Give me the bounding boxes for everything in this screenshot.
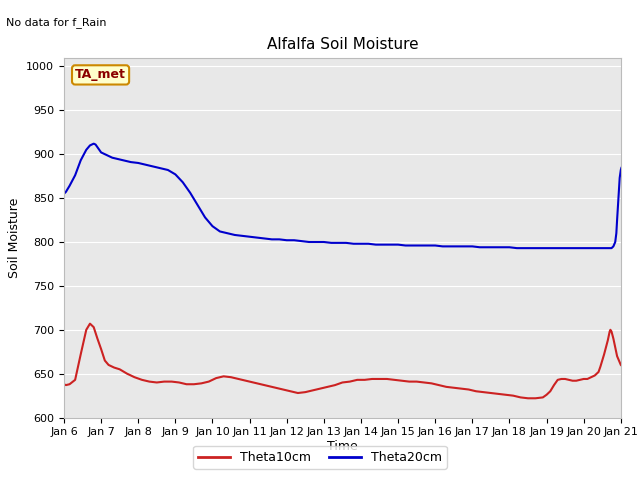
Legend: Theta10cm, Theta20cm: Theta10cm, Theta20cm bbox=[193, 446, 447, 469]
X-axis label: Time: Time bbox=[327, 440, 358, 453]
Text: No data for f_Rain: No data for f_Rain bbox=[6, 17, 107, 28]
Y-axis label: Soil Moisture: Soil Moisture bbox=[8, 197, 20, 278]
Text: TA_met: TA_met bbox=[75, 68, 126, 82]
Title: Alfalfa Soil Moisture: Alfalfa Soil Moisture bbox=[267, 37, 418, 52]
